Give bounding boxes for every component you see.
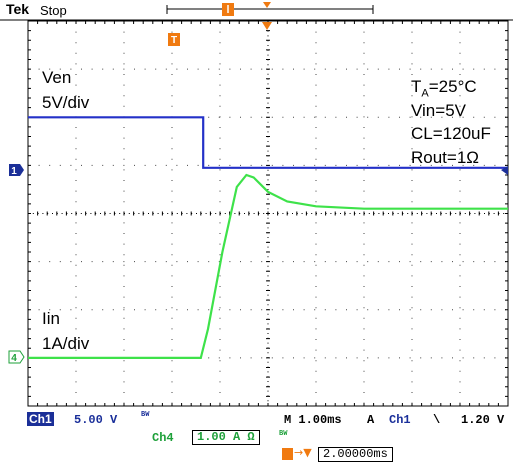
ch1-button[interactable]: Ch1 [27,412,54,426]
vin-label: Vin=5V [411,101,466,120]
trigger-time-marker[interactable] [262,22,272,30]
trigger-mode-readout: A [367,413,375,427]
ch4-label[interactable]: Ch4 [152,431,174,445]
trigger-slope-icon: \ [433,413,441,427]
trigger-arrow-icon: →▼ [294,446,312,459]
ch1-scale-label: 5V/div [42,93,90,112]
ch1-scale-readout: 5.00 V [74,413,118,427]
trigger-source-readout: Ch1 [389,413,411,427]
cl-label: CL=120uF [411,124,491,143]
ch4-bandwidth-indicator: BW [279,430,288,438]
trigger-level-readout: 1.20 V [461,413,505,427]
ch1-trace [28,116,508,169]
trigger-position-marker[interactable]: T [168,33,180,46]
ch1-ground-marker[interactable]: 1 [9,164,24,177]
ch4-scale-readout: 1.00 A Ω [192,430,260,445]
trigger-position-icon [282,448,293,460]
ch4-scale-label: 1A/div [42,334,90,353]
svg-text:4: 4 [11,353,17,364]
ch1-bandwidth-indicator: BW [141,411,150,419]
svg-text:1: 1 [11,166,17,177]
ch4-name-label: Iin [42,309,60,328]
ch1-name-label: Ven [42,68,72,87]
ambient-temperature-label: TA=25°C [411,77,477,100]
svg-text:T: T [171,35,177,46]
trigger-position-readout: 2.00000ms [318,447,393,462]
ch4-trace [28,173,508,359]
acquisition-status: Stop [40,3,67,18]
trigger-level-marker[interactable] [501,166,508,175]
timebase-readout: M 1.00ms [284,413,342,427]
trigger-position-top-marker[interactable] [263,2,271,8]
record-view-bracket [166,3,374,16]
rout-label: Rout=1Ω [411,148,479,167]
graticule [27,20,509,407]
brand-logo: Tek [6,1,30,17]
ch4-ground-marker[interactable]: 4 [8,350,25,364]
